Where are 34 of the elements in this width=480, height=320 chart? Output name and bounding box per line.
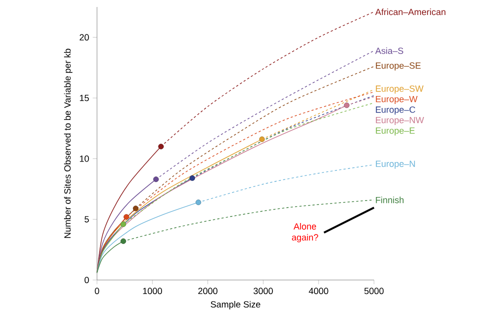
y-tick-label: 20 [80,34,89,41]
x-tick-label: 4000 [308,288,328,294]
point [132,206,138,212]
series-label: African–American [375,8,446,16]
annotation: Alone again? [292,222,318,242]
series-label: Europe–SE [376,62,421,71]
series-label: Europe–C [376,106,416,115]
y-tick-label: 10 [80,155,89,162]
point [190,175,196,181]
y-tick-label: 5 [84,216,89,222]
x-tick-label: 5000 [364,288,384,294]
x-tick-label: 1000 [143,288,162,294]
point [153,176,159,182]
x-tick-label: 0 [94,288,100,294]
point [259,136,265,142]
text: Europe–E [376,127,415,136]
point [120,238,126,244]
y-tick-label: 15 [80,94,89,102]
series-label: Finnish [376,196,404,204]
point [120,221,126,227]
series-label: Europe–W [376,96,418,104]
point [196,200,202,206]
series-label: Europe–N [376,160,415,169]
series-label: Europe–SW [376,85,424,94]
x-tick-label: 2000 [198,288,218,294]
y-axis-title: Number of Sites Observed to be Variable per kb [64,48,72,238]
point [124,214,130,220]
y-tick-label: 0 [84,276,89,284]
x-tick-label: 3000 [254,288,273,294]
text: Europe–NW [376,116,424,126]
x-axis-title: Sample Size [210,300,260,310]
point [344,102,350,108]
series-label: Asia–S [375,47,404,54]
point [158,144,164,150]
